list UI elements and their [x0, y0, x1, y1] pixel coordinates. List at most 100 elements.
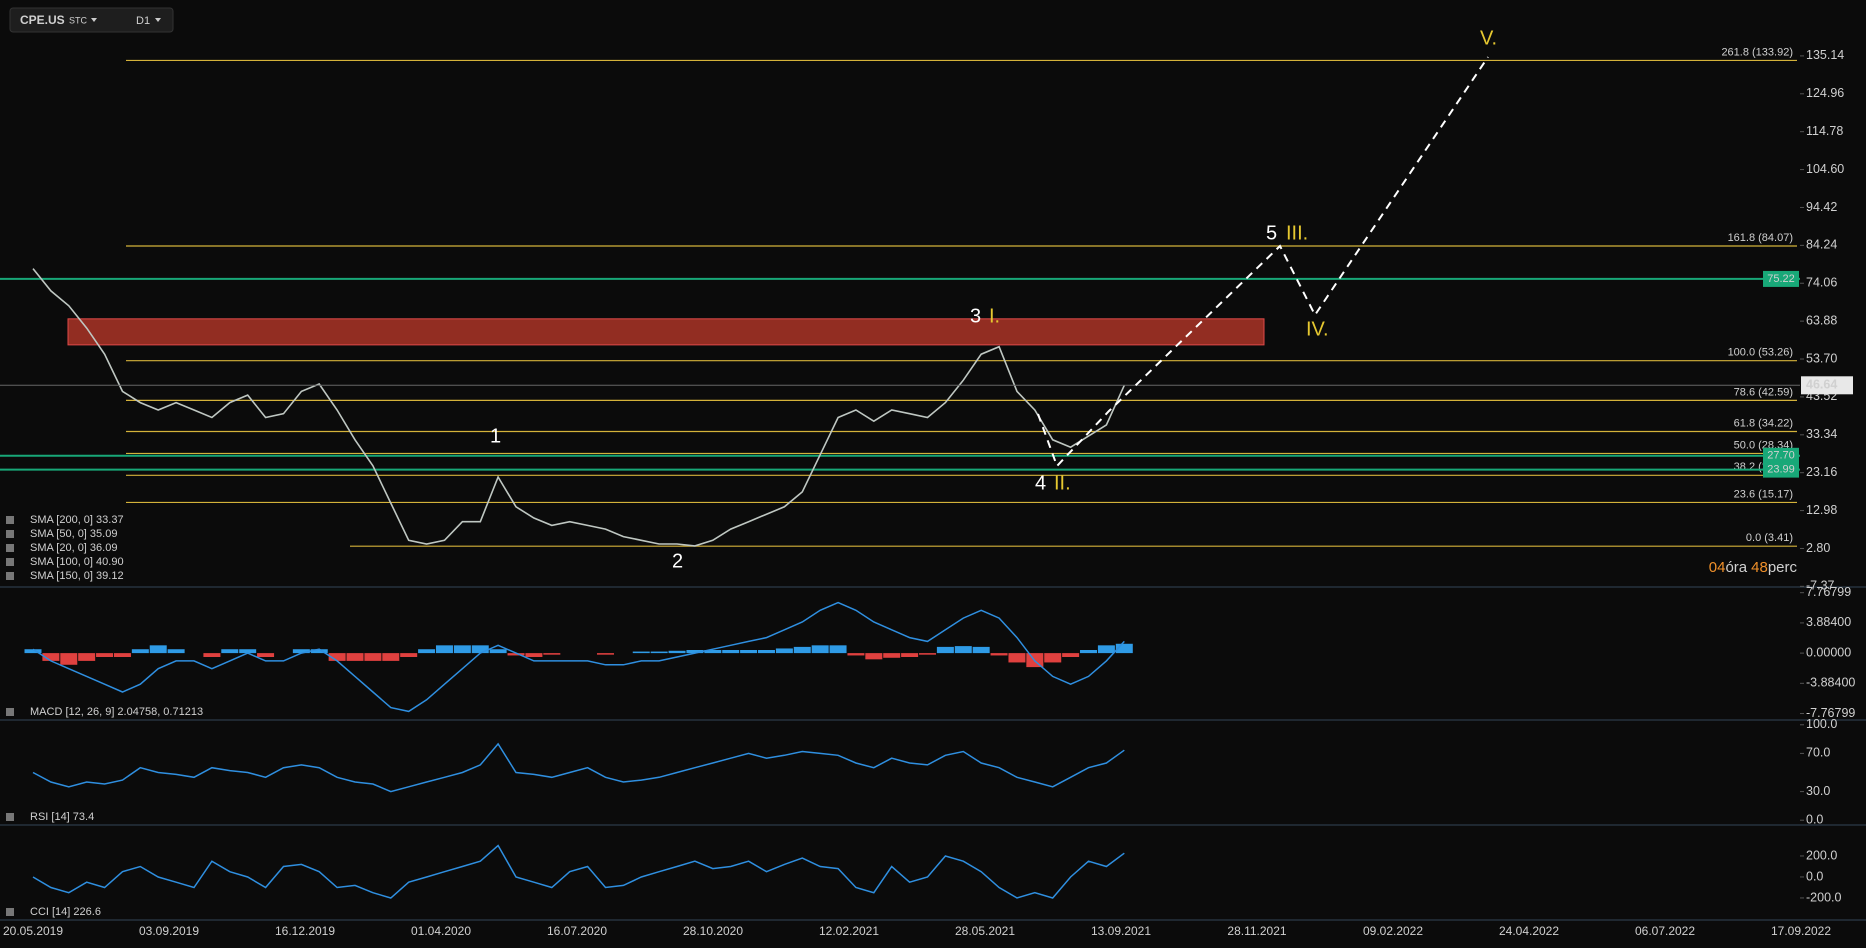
histogram-bar — [596, 653, 614, 655]
histogram-bar — [793, 646, 811, 654]
histogram-bar — [24, 649, 42, 654]
histogram-bar — [883, 653, 901, 658]
y-tick-label: 104.60 — [1806, 162, 1844, 176]
histogram-bar — [901, 653, 919, 657]
y-tick-label: 94.42 — [1806, 200, 1837, 214]
y-tick-label: 84.24 — [1806, 238, 1837, 252]
legend-entry: MACD [12, 26, 9] 2.04758, 0.71213 — [30, 706, 203, 718]
legend-icon — [6, 572, 14, 580]
x-tick-label: 24.04.2022 — [1499, 924, 1559, 938]
legend-entry: SMA [100, 0] 40.90 — [30, 556, 124, 568]
caret — [91, 18, 97, 22]
symbol: CPE.US — [20, 13, 65, 27]
y-tick-label: 100.0 — [1806, 717, 1837, 731]
resistance-zone — [67, 318, 1265, 346]
line-label: 75.22 — [1767, 273, 1795, 285]
y-tick-label: 70.0 — [1806, 746, 1830, 760]
fib-label: 61.8 (34.22) — [1734, 417, 1793, 429]
fib-label: 0.0 (3.41) — [1746, 532, 1793, 544]
histogram-bar — [435, 645, 453, 654]
wave-label: 3 — [970, 305, 981, 327]
histogram-bar — [686, 650, 704, 654]
last-price-box — [1801, 376, 1853, 395]
histogram-bar — [60, 653, 78, 665]
histogram-bar — [113, 653, 131, 657]
y-tick-label: 53.70 — [1806, 351, 1837, 365]
legend-entry: SMA [20, 0] 36.09 — [30, 542, 117, 554]
histogram-bar — [453, 645, 471, 654]
exchange: STC — [69, 15, 88, 25]
y-tick-label: 33.34 — [1806, 427, 1837, 441]
last-price-label: 46.64 — [1806, 378, 1837, 392]
indicator-line — [32, 742, 1125, 793]
legend-icon — [6, 516, 14, 524]
wave-label: IV. — [1306, 318, 1329, 340]
histogram-bar — [954, 646, 972, 654]
legend-icon — [6, 708, 14, 716]
timer: 04óra 48perc — [1709, 559, 1798, 576]
x-tick-label: 03.09.2019 — [139, 924, 199, 938]
histogram-bar — [471, 645, 489, 654]
histogram-bar — [203, 653, 221, 657]
histogram-bar — [650, 651, 668, 654]
caret — [155, 18, 161, 22]
x-tick-label: 20.05.2019 — [3, 924, 63, 938]
timer-minutes: 48 — [1751, 559, 1768, 576]
y-tick-label: 200.0 — [1806, 848, 1837, 862]
histogram-bar — [364, 653, 382, 661]
histogram-bar — [292, 649, 310, 654]
wave-label: 4 — [1035, 472, 1046, 494]
interval[interactable]: D1 — [136, 15, 150, 27]
histogram-bar — [221, 649, 239, 654]
y-tick-label: 2.80 — [1806, 541, 1830, 555]
x-tick-label: 06.07.2022 — [1635, 924, 1695, 938]
histogram-bar — [829, 645, 847, 654]
histogram-bar — [919, 653, 936, 655]
legend-entry: SMA [50, 0] 35.09 — [30, 528, 117, 540]
timer-hours: 04 — [1709, 559, 1726, 576]
histogram-bar — [1062, 653, 1080, 657]
y-tick-label: -3.88400 — [1806, 676, 1855, 690]
wave-projection — [1037, 56, 1489, 468]
line-label: 27.70 — [1767, 450, 1795, 462]
wave-label: I. — [989, 305, 1000, 327]
price-line — [32, 268, 1126, 547]
histogram-bar — [328, 653, 346, 661]
histogram-bar — [775, 648, 793, 654]
histogram-bar — [149, 645, 167, 654]
y-tick-label: 114.78 — [1806, 124, 1843, 138]
x-tick-label: 17.09.2022 — [1771, 924, 1831, 938]
histogram-bar — [757, 650, 775, 654]
wave-label: II. — [1054, 472, 1071, 494]
histogram-bar — [1044, 653, 1062, 663]
fib-label: 100.0 (53.26) — [1728, 347, 1793, 359]
symbol-box[interactable] — [9, 7, 174, 33]
histogram-bar — [722, 650, 740, 654]
histogram-bar — [131, 649, 149, 654]
legend-icon — [6, 558, 14, 566]
fib-label: 161.8 (84.07) — [1728, 232, 1793, 244]
x-tick-label: 28.05.2021 — [955, 924, 1015, 938]
legend-entry: CCI [14] 226.6 — [30, 906, 101, 918]
histogram-bar — [704, 650, 722, 654]
fib-label: 78.6 (42.59) — [1734, 386, 1793, 398]
histogram-bar — [972, 646, 990, 654]
histogram-bar — [418, 649, 436, 654]
fib-label: 23.6 (15.17) — [1734, 488, 1793, 500]
legend-icon — [6, 813, 14, 821]
legend-icon — [6, 544, 14, 552]
histogram-bar — [990, 653, 1008, 656]
line-label-box — [1763, 461, 1799, 478]
y-tick-label: -7.76799 — [1806, 706, 1855, 720]
x-tick-label: 09.02.2022 — [1363, 924, 1423, 938]
wave-label: 1 — [490, 425, 501, 447]
wave-label: 5 — [1266, 222, 1277, 244]
y-tick-label: 23.16 — [1806, 465, 1837, 479]
histogram-bar — [507, 653, 525, 656]
x-tick-label: 16.07.2020 — [547, 924, 607, 938]
x-tick-label: 12.02.2021 — [819, 924, 879, 938]
y-tick-label: 124.96 — [1806, 86, 1844, 100]
y-tick-label: 7.76799 — [1806, 585, 1851, 599]
histogram-bar — [346, 653, 364, 661]
histogram-bar — [1097, 645, 1115, 654]
